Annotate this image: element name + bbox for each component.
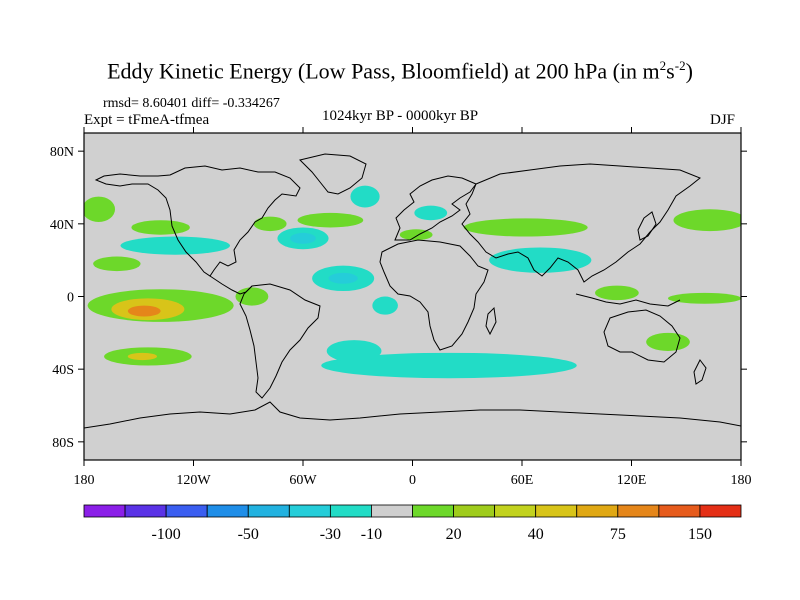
colorbar-label: -50 (238, 526, 259, 543)
anomaly-mideast-band (489, 247, 592, 273)
anomaly-maritime-continent (595, 285, 639, 301)
axes: 180 120W 60W 0 60E 120E 180 80N 40N 0 40S 80S (50, 127, 752, 488)
stats-label: rmsd= 8.60401 diff= -0.334267 (103, 96, 280, 111)
x-tick-label: 60W (289, 473, 317, 488)
colorbar-box (371, 504, 413, 518)
colorbar-box (83, 504, 126, 518)
x-tick-label: 180 (731, 473, 752, 488)
anomaly-europe-east (399, 229, 433, 241)
coast-indonesia (575, 293, 681, 307)
anomaly-indo-pacific-equator (668, 292, 741, 304)
coast-greenland (299, 153, 367, 195)
colorbar-box (247, 504, 290, 518)
colorbar-label: 40 (528, 526, 544, 543)
anomaly-australia-south (646, 332, 690, 351)
colorbar-label: -30 (320, 526, 341, 543)
y-tick-label: 80S (52, 436, 74, 451)
title-main: Eddy Kinetic Energy (Low Pass, Bloomfiel… (107, 58, 660, 84)
anomaly-east-pacific-orange (127, 305, 161, 317)
coast-antarctica (84, 401, 741, 429)
title-sup-2: -2 (674, 58, 686, 73)
colorbar-label: 75 (610, 526, 626, 543)
y-tick-label: 0 (67, 291, 74, 306)
title-mid: s (666, 58, 675, 84)
colorbar-box (124, 504, 167, 518)
colorbar-label: -10 (361, 526, 382, 543)
anomaly-tropical-atlantic-core (328, 272, 358, 284)
coast-madagascar (485, 306, 497, 336)
expt-label: Expt = tFmeA-tfmea (84, 112, 210, 128)
anomaly-layer (84, 185, 741, 379)
coast-africa (379, 239, 489, 351)
colorbar-label: -100 (151, 526, 180, 543)
colorbar-box (329, 504, 372, 518)
x-tick-label: 120W (176, 473, 211, 488)
title-sup-1: 2 (659, 58, 667, 73)
coast-asia (461, 163, 701, 283)
coastlines (84, 153, 741, 429)
coast-japan (637, 211, 657, 241)
colorbar-box (617, 504, 660, 518)
y-tick-label: 40S (52, 363, 74, 378)
anomaly-south-america-west (235, 287, 269, 306)
coast-australia (603, 309, 681, 363)
colorbar-label: 150 (688, 526, 712, 543)
colorbar-box (206, 504, 249, 518)
season-label: DJF (710, 112, 736, 128)
coast-new-zealand (693, 359, 707, 385)
anomaly-north-america-west (131, 220, 190, 235)
title-end: ) (685, 58, 693, 84)
coast-south-america (239, 283, 321, 399)
colorbar-box (165, 504, 208, 518)
anomaly-north-pacific-west (84, 196, 116, 223)
anomaly-north-pacific-east-asia (673, 209, 741, 232)
anomaly-north-atlantic-east (297, 212, 364, 228)
anomaly-south-atlantic-band (321, 352, 577, 379)
anomaly-north-atlantic-north (350, 185, 380, 208)
chart-title: Eddy Kinetic Energy (Low Pass, Bloomfiel… (0, 58, 800, 84)
colorbar-box (699, 504, 742, 518)
y-tick-label: 40N (50, 218, 74, 233)
colorbar-box (494, 504, 537, 518)
colorbar-box (453, 504, 496, 518)
y-tick-label: 80N (50, 145, 74, 160)
anomaly-europe-west (414, 205, 448, 221)
anomaly-north-america-east (253, 216, 287, 232)
x-tick-label: 60E (511, 473, 534, 488)
anomaly-south-atlantic-west (326, 340, 382, 362)
colorbar: -100 -50 -30 -10 20 40 75 150 (83, 504, 742, 543)
period-label: 1024kyr BP - 0000kyr BP (322, 108, 479, 124)
anomaly-north-pacific-central (93, 256, 141, 272)
x-tick-label: 180 (74, 473, 95, 488)
anomaly-africa-west (372, 296, 398, 315)
colorbar-box (288, 504, 331, 518)
colorbar-box (412, 504, 454, 518)
anomaly-south-pacific-core (127, 352, 157, 361)
colorbar-box (658, 504, 701, 518)
colorbar-box (576, 504, 619, 518)
anomaly-north-atlantic-core (290, 232, 316, 244)
coast-north-america (94, 165, 301, 277)
colorbar-label: 20 (446, 526, 462, 543)
x-tick-label: 0 (409, 473, 416, 488)
colorbar-box (535, 504, 578, 518)
x-tick-label: 120E (617, 473, 647, 488)
anomaly-north-pacific-band (120, 236, 230, 255)
anomaly-eurasia-band (463, 218, 588, 237)
